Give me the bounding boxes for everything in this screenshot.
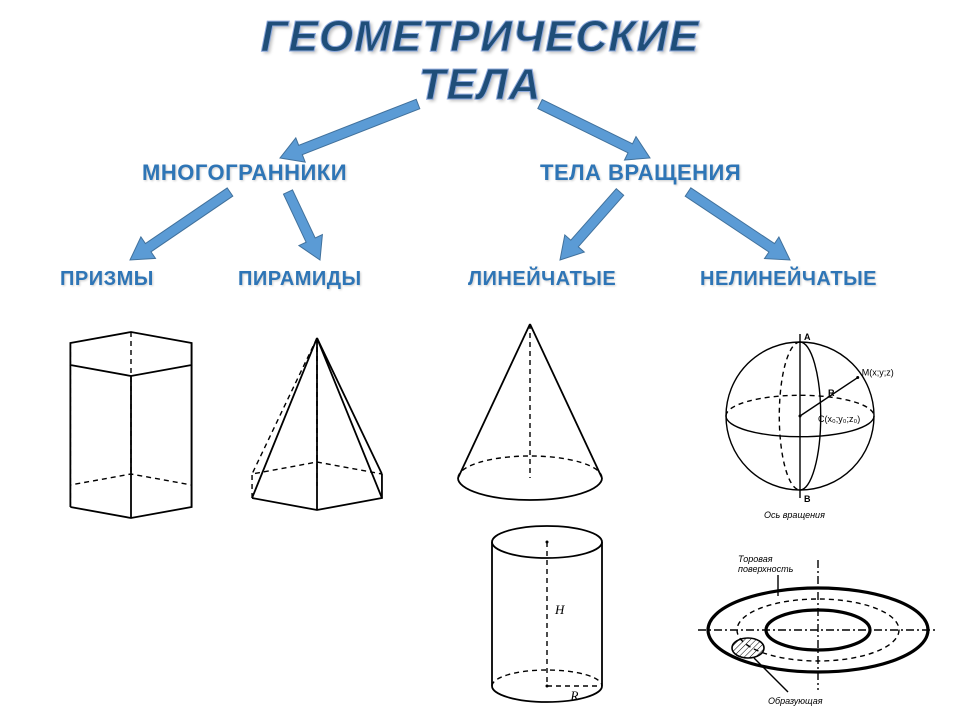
svg-text:B: B <box>804 494 811 504</box>
svg-text:Ось вращения: Ось вращения <box>764 510 825 520</box>
figure-torus: Тороваяповерхность Образующая <box>690 530 940 710</box>
node-ruled: ЛИНЕЙЧАТЫЕ <box>468 268 616 291</box>
figure-cone <box>440 318 620 508</box>
figure-sphere: A B M(x;y;z) R С(x₀;y₀;z₀) Ось вращения <box>700 320 930 520</box>
node-prisms: ПРИЗМЫ <box>60 268 154 291</box>
svg-text:R: R <box>828 388 835 398</box>
node-nonruled: НЕЛИНЕЙЧАТЫЕ <box>700 268 877 291</box>
title-line-2: ТЕЛА <box>0 60 960 110</box>
svg-text:R: R <box>570 688 579 703</box>
node-pyramids: ПИРАМИДЫ <box>238 268 362 291</box>
svg-text:Образующая: Образующая <box>768 696 823 706</box>
title-line-1: ГЕОМЕТРИЧЕСКИЕ <box>0 12 960 62</box>
svg-text:Торовая: Торовая <box>738 554 773 564</box>
node-revolution: ТЕЛА ВРАЩЕНИЯ <box>540 160 741 186</box>
svg-text:M(x;y;z): M(x;y;z) <box>862 368 894 378</box>
svg-text:A: A <box>804 332 811 342</box>
node-polyhedra: МНОГОГРАННИКИ <box>142 160 347 186</box>
svg-text:поверхность: поверхность <box>738 564 794 574</box>
svg-text:H: H <box>554 602 565 617</box>
svg-text:С(x₀;y₀;z₀): С(x₀;y₀;z₀) <box>818 414 860 424</box>
figure-cylinder: HR <box>472 520 622 710</box>
figure-prism <box>46 326 216 526</box>
figure-pyramid <box>232 330 402 520</box>
